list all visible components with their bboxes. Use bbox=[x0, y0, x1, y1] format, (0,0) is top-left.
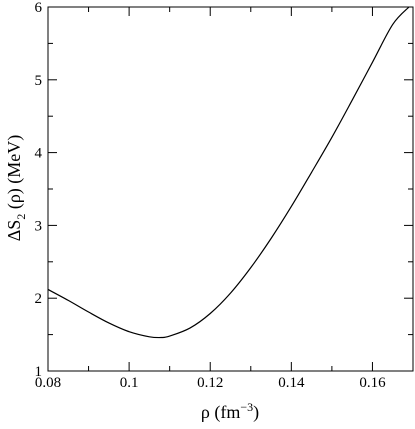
y-tick-label: 4 bbox=[35, 146, 43, 162]
tick-labels: 0.08 0.1 0.12 0.14 0.16 1 2 3 4 5 6 bbox=[35, 0, 387, 391]
axis-ticks bbox=[47, 6, 414, 372]
x-tick-label: 0.1 bbox=[120, 375, 139, 391]
plot-frame bbox=[47, 6, 414, 372]
plot-area bbox=[47, 6, 414, 372]
y-axis-label: ΔS2 (ρ) (MeV) bbox=[4, 135, 28, 242]
x-tick-label: 0.12 bbox=[197, 375, 223, 391]
y-tick-label: 1 bbox=[35, 364, 43, 380]
y-tick-label: 5 bbox=[35, 73, 43, 89]
y-tick-label: 6 bbox=[35, 0, 43, 16]
series-line bbox=[47, 6, 410, 339]
x-tick-label: 0.08 bbox=[35, 375, 61, 391]
series-lines bbox=[47, 6, 410, 339]
y-tick-label: 3 bbox=[35, 218, 43, 234]
x-axis-label: ρ (fm−3) bbox=[201, 400, 259, 423]
y-tick-label: 2 bbox=[35, 291, 43, 307]
x-tick-label: 0.16 bbox=[359, 375, 386, 391]
x-tick-label: 0.14 bbox=[278, 375, 305, 391]
